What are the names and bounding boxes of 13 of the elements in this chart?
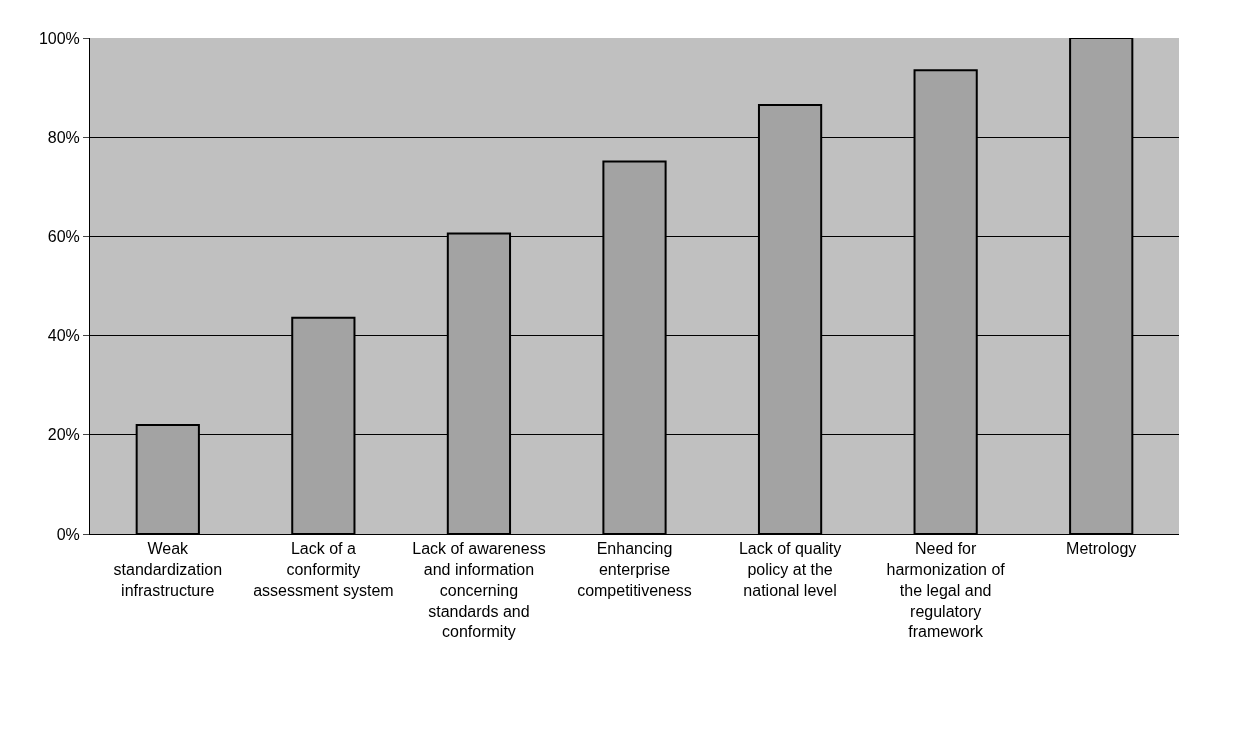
y-tick-label: 0% bbox=[56, 525, 80, 543]
x-tick-label: Enhancing enterprise competitiveness bbox=[577, 540, 692, 599]
y-tick-label: 80% bbox=[47, 128, 80, 146]
x-tick-label: Lack of quality policy at the national level bbox=[738, 540, 842, 599]
y-tick-label: 20% bbox=[47, 426, 80, 444]
y-tick-label: 60% bbox=[47, 228, 80, 245]
x-tick-label: Metrology bbox=[1066, 540, 1137, 558]
x-tick-label: Weak standardization infrastructure bbox=[113, 540, 223, 599]
x-tick-label: Need for harmonization of the legal and regulatory framework bbox=[886, 540, 1006, 641]
y-tick-label: 40% bbox=[47, 327, 80, 345]
x-tick-label: Lack of awareness and information concerning standards and conformity bbox=[412, 540, 546, 641]
y-tick-label: 100% bbox=[38, 29, 80, 47]
x-tick-label: Lack of a conformity assessment system bbox=[253, 540, 394, 599]
